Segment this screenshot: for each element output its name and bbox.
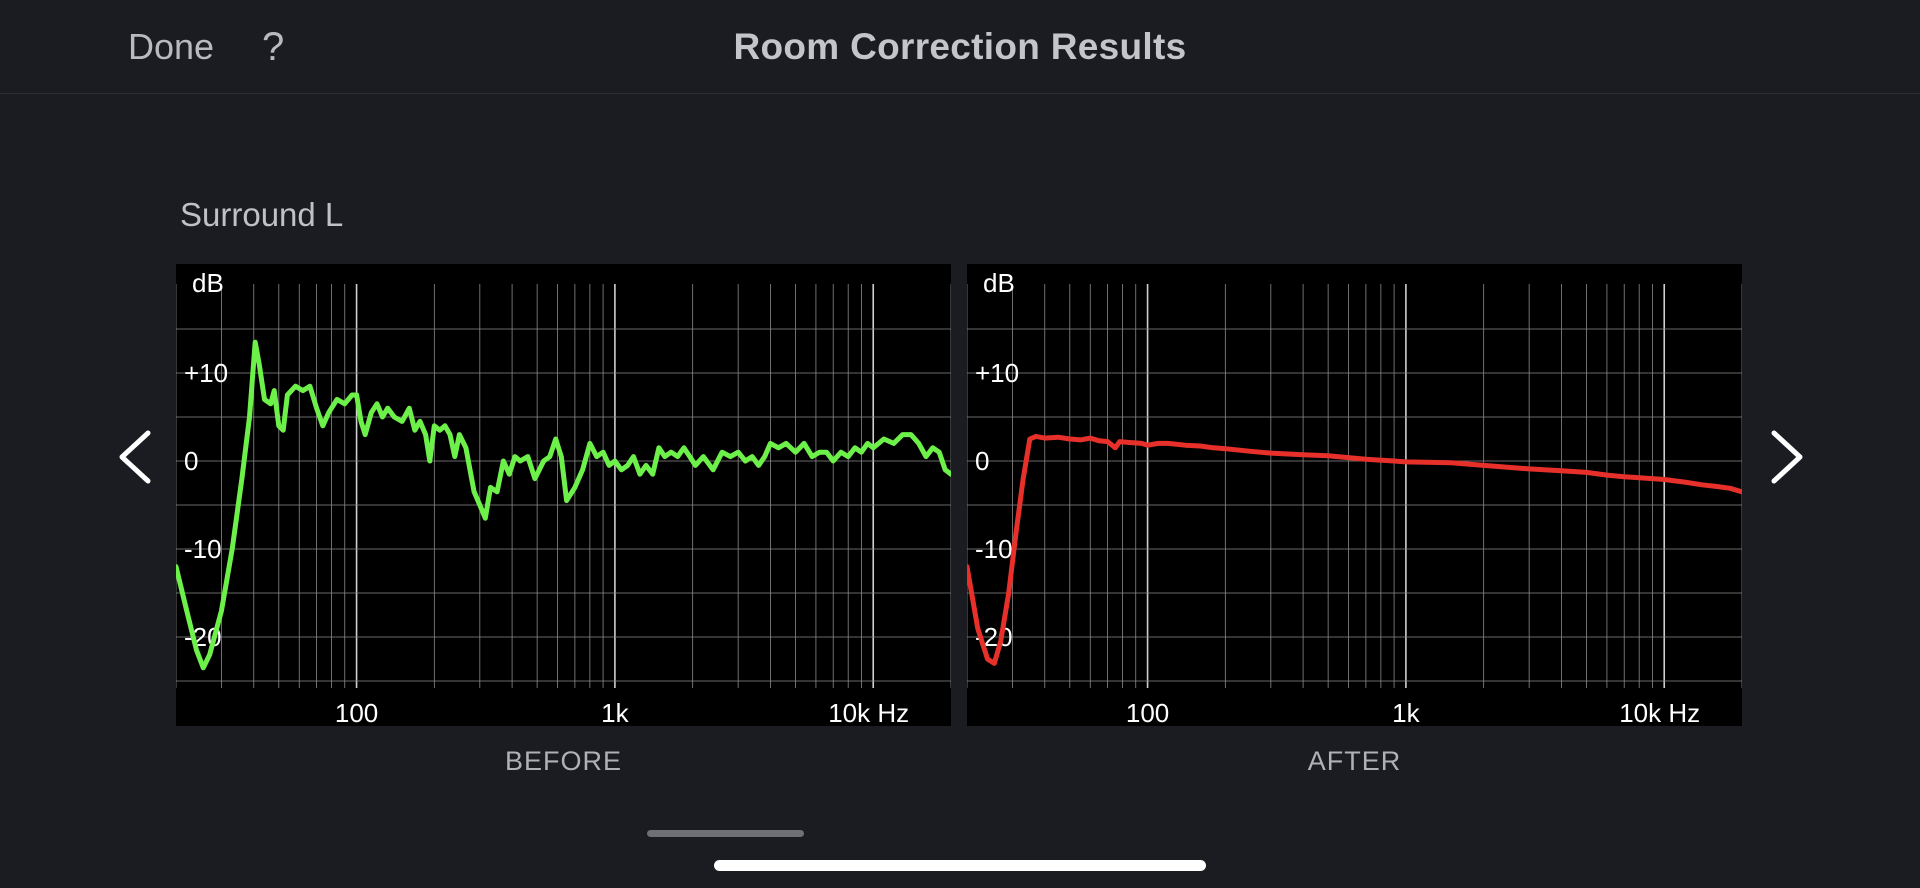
home-indicator[interactable] — [714, 860, 1206, 871]
x-tick-label: 10k Hz — [1619, 698, 1700, 726]
x-tick-label: 100 — [1126, 698, 1169, 726]
y-tick-label: 0 — [975, 446, 989, 476]
x-tick-label: 1k — [1392, 698, 1420, 726]
y-tick-label: -10 — [184, 534, 222, 564]
chevron-left-icon[interactable] — [110, 425, 160, 489]
y-tick-label: +10 — [975, 358, 1019, 388]
before-chart: dB +10 0 -10 -20 100 1k 10k Hz — [176, 264, 951, 726]
y-tick-label: +10 — [184, 358, 228, 388]
page-title: Room Correction Results — [733, 26, 1187, 67]
x-tick-label: 10k Hz — [828, 698, 909, 726]
y-tick-label: -10 — [975, 534, 1013, 564]
help-button[interactable]: ? — [262, 25, 285, 69]
before-caption: BEFORE — [504, 746, 623, 776]
y-unit-label: dB — [983, 268, 1015, 298]
after-chart: dB +10 0 -10 -20 100 1k 10k Hz — [967, 264, 1742, 726]
x-tick-label: 100 — [335, 698, 378, 726]
y-unit-label: dB — [192, 268, 224, 298]
after-caption: AFTER — [1307, 746, 1402, 776]
after-response-curve — [967, 433, 1742, 666]
channel-label: Surround L — [180, 196, 344, 233]
x-tick-label: 1k — [601, 698, 629, 726]
before-response-curve — [176, 339, 951, 671]
top-bar: Done ? Room Correction Results — [0, 0, 1920, 94]
y-tick-label: 0 — [184, 446, 198, 476]
grid — [176, 284, 951, 688]
scroll-indicator — [647, 830, 804, 837]
done-button[interactable]: Done — [128, 26, 215, 67]
chevron-right-icon[interactable] — [1762, 425, 1812, 489]
grid — [967, 284, 1742, 688]
